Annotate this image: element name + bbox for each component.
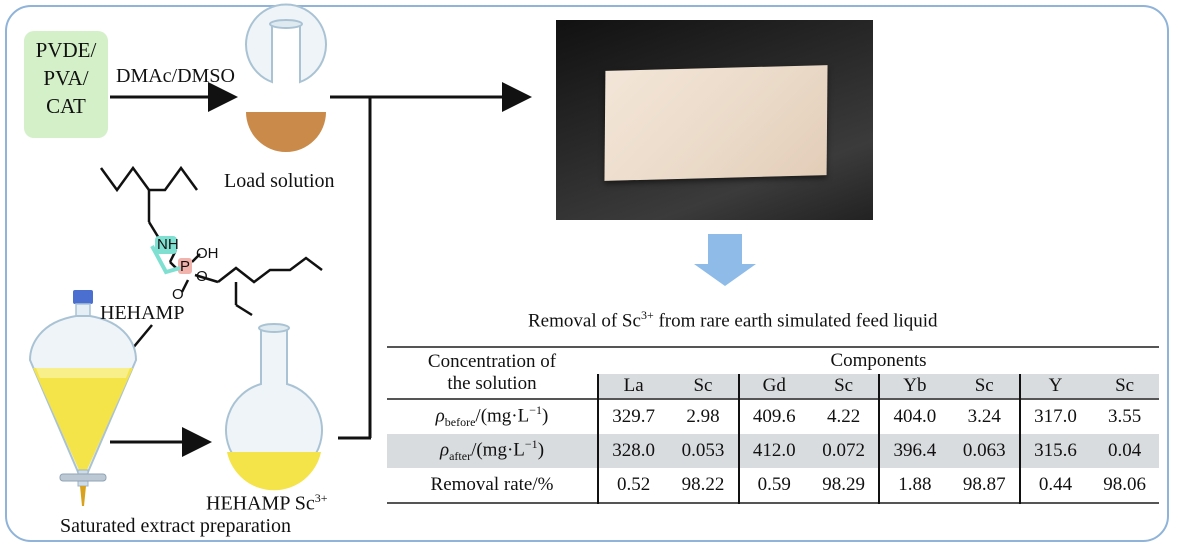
hehamp-structure bbox=[99, 165, 323, 317]
cell: 412.0 bbox=[737, 434, 809, 468]
removal-table: Concentration of the solution Components… bbox=[387, 346, 1159, 504]
cell: 0.053 bbox=[681, 440, 725, 461]
cell: 0.063 bbox=[962, 440, 1006, 461]
col-header: Sc bbox=[693, 375, 713, 396]
col-header: Sc bbox=[974, 375, 994, 396]
components-header: Components bbox=[830, 350, 927, 371]
cell: 3.24 bbox=[967, 406, 1001, 427]
col-header: La bbox=[596, 374, 669, 399]
cell: 98.22 bbox=[681, 474, 725, 495]
cell: 1.88 bbox=[878, 468, 950, 503]
polymer-input-box bbox=[24, 31, 108, 138]
cell: 0.072 bbox=[822, 440, 865, 461]
removal-caption: Removal of Sc3+ from rare earth simulate… bbox=[528, 308, 938, 332]
hehamp-sc-label: HEHAMP Sc3+ bbox=[206, 491, 328, 515]
cell: 0.59 bbox=[737, 468, 809, 503]
cell: 409.6 bbox=[737, 399, 809, 434]
table-row: Removal rate/% 0.52 98.22 0.59 98.29 1.8… bbox=[387, 468, 1159, 503]
membrane-sheet bbox=[604, 65, 828, 181]
cell: 98.06 bbox=[1103, 474, 1146, 495]
cell: 317.0 bbox=[1018, 399, 1091, 434]
o-ester-atom: O bbox=[196, 268, 208, 285]
cell: 4.22 bbox=[826, 406, 861, 427]
cell: 98.29 bbox=[822, 474, 865, 495]
nh-atom: NH bbox=[157, 236, 179, 253]
row-label-before: ρbefore/(mg·L−1) bbox=[435, 403, 549, 430]
saturated-extract-label: Saturated extract preparation bbox=[60, 515, 291, 537]
load-solution-label: Load solution bbox=[224, 170, 335, 192]
row-label-removal: Removal rate/% bbox=[430, 474, 554, 495]
col-header: Y bbox=[1018, 374, 1091, 399]
oh-atom: OH bbox=[196, 245, 219, 262]
separatory-funnel bbox=[28, 290, 138, 506]
cell: 2.98 bbox=[686, 406, 720, 427]
hehamp-sc-flask bbox=[225, 323, 323, 491]
o-double-atom: O bbox=[172, 286, 184, 303]
p-atom: P bbox=[180, 258, 191, 275]
cell: 329.7 bbox=[596, 399, 669, 434]
cell: 0.52 bbox=[596, 468, 669, 503]
cell: 315.6 bbox=[1018, 434, 1091, 468]
hehamp-label: HEHAMP bbox=[100, 302, 185, 324]
p-highlight bbox=[178, 258, 192, 274]
load-solution-flask bbox=[245, 3, 327, 152]
nh-highlight bbox=[155, 236, 177, 254]
col-header: Sc bbox=[1115, 375, 1135, 396]
ch2-highlight bbox=[150, 245, 181, 275]
down-arrow bbox=[694, 234, 756, 286]
cell: 396.4 bbox=[878, 434, 950, 468]
cell: 328.0 bbox=[596, 434, 669, 468]
cell: 98.87 bbox=[962, 474, 1006, 495]
cell: 3.55 bbox=[1107, 406, 1142, 427]
col-header: Yb bbox=[878, 374, 950, 399]
cell: 404.0 bbox=[878, 399, 950, 434]
figure-frame bbox=[5, 5, 1169, 542]
table-row: ρafter/(mg·L−1) 328.0 0.053 412.0 0.072 … bbox=[387, 434, 1159, 468]
polymer-input-label: PVDE/ PVA/ CAT bbox=[35, 38, 97, 118]
table-row: ρbefore/(mg·L−1) 329.7 2.98 409.6 4.22 4… bbox=[387, 399, 1159, 434]
cell: 0.44 bbox=[1018, 468, 1091, 503]
col-header: Sc bbox=[834, 375, 854, 396]
solvent-label: DMAc/DMSO bbox=[116, 65, 235, 87]
table-header-left: Concentration of the solution bbox=[427, 351, 557, 394]
col-header: Gd bbox=[737, 374, 809, 399]
row-label-after: ρafter/(mg·L−1) bbox=[439, 437, 545, 464]
cell: 0.04 bbox=[1107, 440, 1142, 461]
